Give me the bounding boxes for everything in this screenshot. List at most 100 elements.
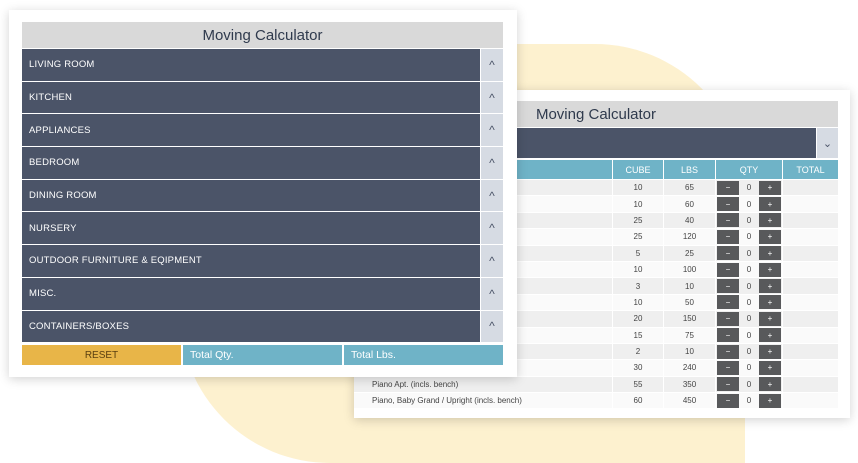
category-row[interactable]: CONTAINERS/BOXES ^ bbox=[22, 310, 503, 343]
increment-button[interactable]: + bbox=[758, 262, 781, 277]
item-cube: 20 bbox=[612, 311, 663, 328]
item-lbs: 150 bbox=[663, 311, 715, 328]
qty-stepper: −0 + bbox=[715, 212, 782, 230]
decrement-button[interactable]: − bbox=[717, 311, 739, 326]
item-lbs: 50 bbox=[663, 294, 715, 312]
category-label[interactable]: MISC. bbox=[22, 277, 480, 310]
decrement-button[interactable]: − bbox=[717, 279, 739, 294]
category-row[interactable]: APPLIANCES ^ bbox=[22, 114, 503, 147]
decrement-button[interactable]: − bbox=[717, 295, 739, 310]
chevron-up-icon[interactable]: ^ bbox=[481, 212, 503, 245]
category-label[interactable]: KITCHEN bbox=[22, 81, 480, 114]
qty-value: 0 bbox=[746, 281, 752, 291]
qty-value: 0 bbox=[746, 314, 752, 324]
qty-value: 0 bbox=[746, 379, 752, 389]
increment-button[interactable]: + bbox=[758, 360, 781, 375]
category-label[interactable]: LIVING ROOM bbox=[22, 49, 480, 81]
increment-button[interactable]: + bbox=[758, 377, 781, 392]
item-total bbox=[782, 360, 838, 377]
qty-stepper: −0 + bbox=[715, 360, 782, 377]
chevron-up-icon[interactable]: ^ bbox=[481, 49, 503, 81]
item-total bbox=[782, 245, 838, 262]
item-lbs: 10 bbox=[663, 278, 715, 295]
item-lbs: 100 bbox=[663, 261, 715, 279]
header-cube: CUBE bbox=[612, 160, 663, 179]
category-row[interactable]: OUTDOOR FURNITURE & EQIPMENT ^ bbox=[22, 245, 503, 277]
qty-value: 0 bbox=[746, 215, 752, 225]
decrement-button[interactable]: − bbox=[717, 229, 739, 244]
table-row: Piano Apt. (incls. bench) 55 350−0 + bbox=[354, 376, 838, 394]
item-lbs: 240 bbox=[663, 360, 715, 377]
category-row[interactable]: DINING ROOM ^ bbox=[22, 179, 503, 212]
item-lbs: 450 bbox=[663, 393, 715, 410]
decrement-button[interactable]: − bbox=[717, 213, 739, 228]
calculator-footer: RESET Total Qty. Total Lbs. bbox=[22, 345, 503, 365]
category-label[interactable]: CONTAINERS/BOXES bbox=[22, 310, 480, 343]
item-lbs: 120 bbox=[663, 229, 715, 246]
item-total bbox=[782, 261, 838, 279]
category-row[interactable]: LIVING ROOM ^ bbox=[22, 49, 503, 81]
qty-stepper: −0 + bbox=[715, 180, 782, 197]
chevron-up-icon[interactable]: ^ bbox=[481, 179, 503, 212]
category-label[interactable]: NURSERY bbox=[22, 212, 480, 245]
increment-button[interactable]: + bbox=[758, 279, 781, 294]
increment-button[interactable]: + bbox=[758, 328, 781, 343]
chevron-up-icon[interactable]: ^ bbox=[481, 81, 503, 114]
decrement-button[interactable]: − bbox=[717, 328, 739, 343]
table-row: Piano, Baby Grand / Upright (incls. benc… bbox=[354, 393, 838, 410]
item-cube: 10 bbox=[612, 294, 663, 312]
category-row[interactable]: NURSERY ^ bbox=[22, 212, 503, 245]
category-label[interactable]: BEDROOM bbox=[22, 147, 480, 179]
decrement-button[interactable]: − bbox=[717, 360, 739, 375]
increment-button[interactable]: + bbox=[758, 213, 781, 228]
calculator-card: Moving Calculator LIVING ROOM ^ KITCHEN ^ AP… bbox=[9, 10, 517, 377]
category-row[interactable]: KITCHEN ^ bbox=[22, 81, 503, 114]
increment-button[interactable]: + bbox=[758, 311, 781, 326]
increment-button[interactable]: + bbox=[758, 393, 781, 408]
header-total: TOTAL bbox=[782, 160, 838, 179]
decrement-button[interactable]: − bbox=[717, 262, 739, 277]
item-name: Piano Apt. (incls. bench) bbox=[354, 376, 612, 394]
decrement-button[interactable]: − bbox=[717, 197, 739, 212]
qty-stepper: −0 + bbox=[715, 245, 782, 262]
chevron-up-icon[interactable]: ^ bbox=[481, 147, 503, 179]
item-total bbox=[782, 376, 838, 394]
increment-button[interactable]: + bbox=[758, 295, 781, 310]
item-lbs: 10 bbox=[663, 343, 715, 361]
qty-value: 0 bbox=[746, 330, 752, 340]
category-row[interactable]: BEDROOM ^ bbox=[22, 147, 503, 179]
decrement-button[interactable]: − bbox=[717, 344, 739, 359]
category-label[interactable]: DINING ROOM bbox=[22, 179, 480, 212]
item-total bbox=[782, 180, 838, 197]
increment-button[interactable]: + bbox=[758, 229, 781, 244]
increment-button[interactable]: + bbox=[758, 180, 781, 195]
qty-stepper: −0 + bbox=[715, 229, 782, 246]
chevron-up-icon[interactable]: ^ bbox=[481, 310, 503, 343]
category-row[interactable]: MISC. ^ bbox=[22, 277, 503, 310]
reset-button[interactable]: RESET bbox=[22, 345, 181, 365]
chevron-down-icon[interactable]: ⌄ bbox=[817, 128, 838, 158]
item-total bbox=[782, 327, 838, 344]
decrement-button[interactable]: − bbox=[717, 377, 739, 392]
decrement-button[interactable]: − bbox=[717, 393, 739, 408]
decrement-button[interactable]: − bbox=[717, 246, 739, 261]
increment-button[interactable]: + bbox=[758, 344, 781, 359]
chevron-up-icon[interactable]: ^ bbox=[481, 277, 503, 310]
chevron-up-icon[interactable]: ^ bbox=[481, 114, 503, 147]
qty-stepper: −0 + bbox=[715, 196, 782, 213]
category-label[interactable]: APPLIANCES bbox=[22, 114, 480, 147]
chevron-up-icon[interactable]: ^ bbox=[481, 245, 503, 277]
item-lbs: 25 bbox=[663, 245, 715, 262]
increment-button[interactable]: + bbox=[758, 246, 781, 261]
qty-value: 0 bbox=[746, 297, 752, 307]
category-label[interactable]: OUTDOOR FURNITURE & EQIPMENT bbox=[22, 245, 480, 277]
item-total bbox=[782, 294, 838, 312]
item-total bbox=[782, 278, 838, 295]
calculator-title: Moving Calculator bbox=[22, 22, 503, 48]
total-lbs: Total Lbs. bbox=[344, 345, 503, 365]
increment-button[interactable]: + bbox=[758, 197, 781, 212]
item-cube: 10 bbox=[612, 196, 663, 213]
item-total bbox=[782, 311, 838, 328]
item-cube: 10 bbox=[612, 261, 663, 279]
decrement-button[interactable]: − bbox=[717, 180, 739, 195]
